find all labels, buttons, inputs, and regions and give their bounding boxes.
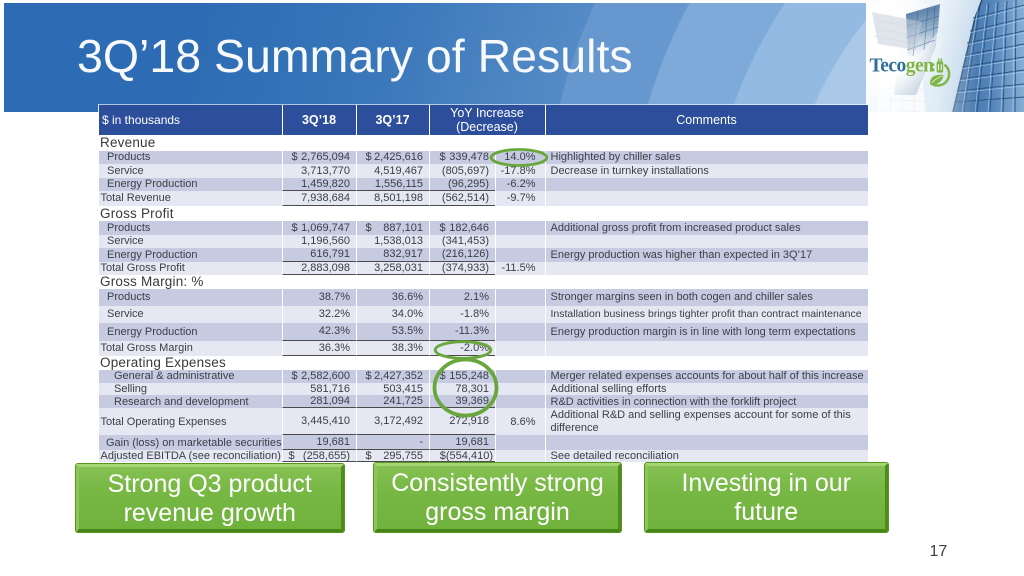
svg-text:Tecogen: Tecogen [870,56,935,77]
